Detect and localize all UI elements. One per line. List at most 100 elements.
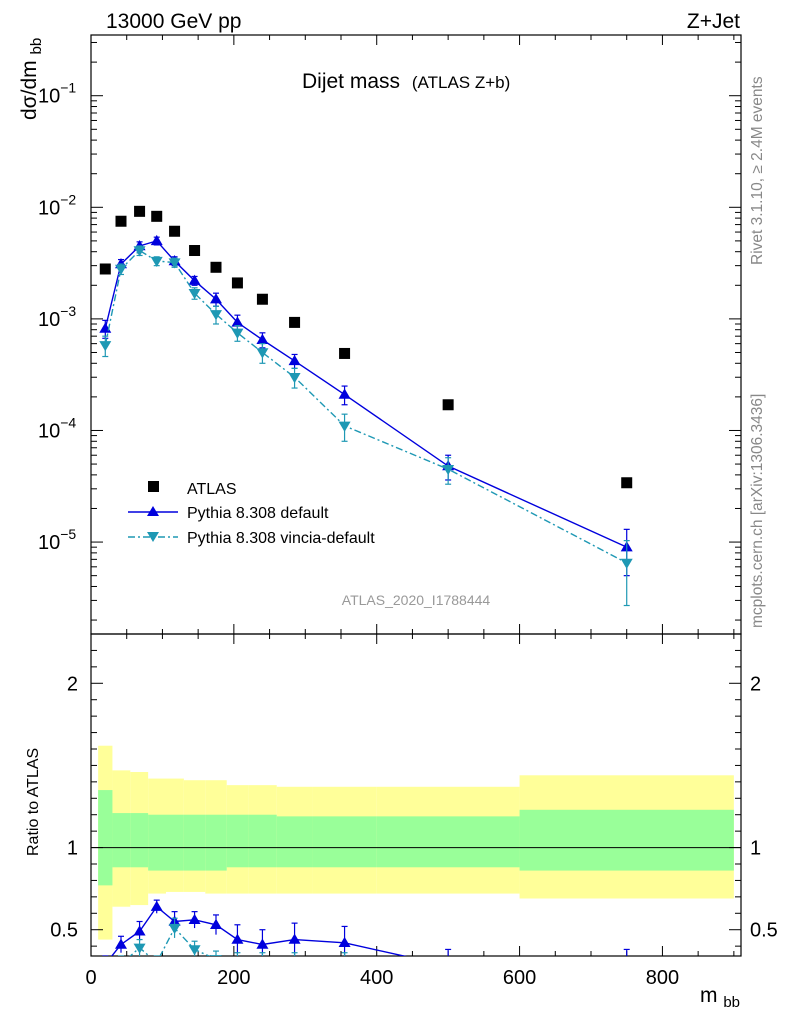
ratio-point-pythia-8-308-default	[256, 938, 269, 949]
ratio-point-pythia-8-308-vincia-default	[99, 975, 111, 985]
ratio-point-pythia-8-308-default	[442, 960, 454, 970]
ratio-point-pythia-8-308-default	[288, 933, 301, 944]
point-pythia-8-308-vincia-default	[231, 328, 244, 339]
ratio-point-pythia-8-308-vincia-default	[188, 945, 201, 956]
point-pythia-8-308-default	[288, 354, 301, 366]
y-tick-label: 10−1	[38, 80, 76, 108]
x-axis-label: m bb	[700, 984, 740, 1011]
ratio-point-pythia-8-308-vincia-default	[210, 955, 222, 956]
y-tick-label: 10−4	[38, 414, 76, 442]
point-pythia-8-308-default	[188, 274, 201, 285]
point-atlas	[189, 245, 201, 257]
y-axis-label: dσ/dm bb	[18, 38, 45, 120]
ratio-bands	[98, 745, 734, 940]
ratio-tick-label-right: 1	[750, 838, 761, 860]
legend-item-pythia-vincia: Pythia 8.308 vincia-default	[128, 530, 375, 547]
point-atlas	[169, 225, 181, 237]
stat-band-8	[248, 814, 277, 868]
line-pythia-8-308-default	[104, 240, 628, 548]
legend-item-atlas: ATLAS	[148, 481, 237, 498]
chart-title-main: Dijet mass	[302, 70, 400, 93]
point-atlas	[442, 399, 454, 411]
stat-band-5	[183, 814, 206, 871]
point-pythia-8-308-default	[256, 333, 269, 344]
point-pythia-8-308-vincia-default	[150, 256, 163, 268]
ratio-point-pythia-8-308-default	[210, 918, 222, 929]
y-tick-base: 10	[38, 420, 60, 442]
ratio-point-pythia-8-308-default	[115, 938, 127, 949]
ratio-point-pythia-8-308-default	[150, 900, 163, 911]
ratio-point-pythia-8-308-vincia-default	[289, 958, 301, 968]
rivet-label: Rivet 3.1.10, ≥ 2.4M events	[749, 76, 766, 265]
legend-label-pythia-vincia: Pythia 8.308 vincia-default	[187, 530, 375, 547]
ratio-point-pythia-8-308-default	[338, 936, 351, 948]
x-tick-label: 400	[360, 967, 393, 989]
ratio-tick-label: 2	[67, 673, 78, 695]
ratio-point-pythia-8-308-vincia-default	[151, 958, 163, 968]
point-pythia-8-308-vincia-default	[210, 310, 222, 321]
point-atlas	[621, 477, 633, 489]
ratio-point-pythia-8-308-vincia-default	[621, 968, 633, 978]
y-tick-base: 10	[38, 532, 60, 554]
ratio-point-pythia-8-308-default	[621, 963, 633, 973]
ratio-marks	[99, 899, 633, 985]
legend-marker-atlas	[148, 481, 159, 492]
x-tick-label: 0	[85, 967, 96, 989]
ratio-tick-label-right: 2	[750, 673, 761, 695]
x-tick-label: 600	[503, 967, 536, 989]
ratio-tick-label: 0.5	[50, 920, 78, 942]
ratio-point-pythia-8-308-default	[188, 913, 201, 925]
ratio-point-pythia-8-308-vincia-default	[133, 943, 146, 954]
y-tick-base: 10	[38, 86, 60, 108]
stat-band-7	[226, 814, 249, 868]
y-axis-label-main: dσ/dm	[18, 60, 41, 120]
point-atlas	[151, 210, 163, 222]
point-atlas	[134, 205, 146, 217]
line-pythia-8-308-vincia-default	[104, 249, 628, 564]
y-tick-label: 10−3	[38, 303, 76, 331]
point-atlas	[115, 215, 127, 227]
point-pythia-8-308-vincia-default	[620, 558, 633, 569]
ratio-point-pythia-8-308-vincia-default	[168, 923, 181, 935]
point-pythia-8-308-vincia-default	[115, 264, 127, 275]
legend-label-pythia-default: Pythia 8.308 default	[187, 505, 329, 522]
ratio-point-pythia-8-308-vincia-default	[256, 958, 268, 968]
y-tick-base: 10	[38, 197, 60, 219]
data-marks	[99, 205, 633, 607]
point-pythia-8-308-vincia-default	[188, 288, 201, 300]
legend: ATLAS Pythia 8.308 default Pythia 8.308 …	[128, 481, 375, 547]
ratio-tick-label: 1	[67, 838, 78, 860]
ratio-point-pythia-8-308-vincia-default	[115, 960, 127, 970]
ratio-point-pythia-8-308-default	[133, 925, 146, 936]
ratio-point-pythia-8-308-vincia-default	[339, 958, 351, 968]
legend-marker-pythia-vincia	[147, 532, 159, 542]
stat-band-12	[519, 809, 734, 871]
point-pythia-8-308-vincia-default	[99, 341, 112, 352]
x-tick-label: 800	[646, 967, 679, 989]
point-pythia-8-308-vincia-default	[288, 373, 301, 384]
y-tick-exp: −3	[60, 303, 76, 319]
chart-title: Dijet mass (ATLAS Z+b)	[302, 70, 510, 93]
x-axis-label-main: m	[700, 984, 718, 1007]
ratio-tick-label-right: 0.5	[750, 920, 778, 942]
ratio-point-pythia-8-308-vincia-default	[442, 965, 454, 975]
point-atlas	[289, 316, 301, 328]
header-left: 13000 GeV pp	[106, 10, 241, 33]
stat-band-0	[98, 790, 113, 886]
stat-band-9	[276, 816, 313, 868]
point-pythia-8-308-vincia-default	[256, 348, 269, 359]
point-pythia-8-308-vincia-default	[168, 258, 181, 269]
y-tick-exp: −5	[60, 526, 76, 542]
stat-band-11	[376, 816, 520, 868]
point-atlas	[339, 347, 351, 359]
ratio-y-label: Ratio to ATLAS	[25, 748, 42, 856]
point-pythia-8-308-default	[210, 293, 222, 304]
y-tick-label: 10−5	[38, 526, 76, 554]
point-pythia-8-308-default	[231, 316, 244, 327]
stat-band-1	[112, 813, 131, 868]
x-tick-label: 200	[217, 967, 250, 989]
stat-band-2	[130, 813, 149, 868]
legend-item-pythia-default: Pythia 8.308 default	[128, 505, 329, 522]
